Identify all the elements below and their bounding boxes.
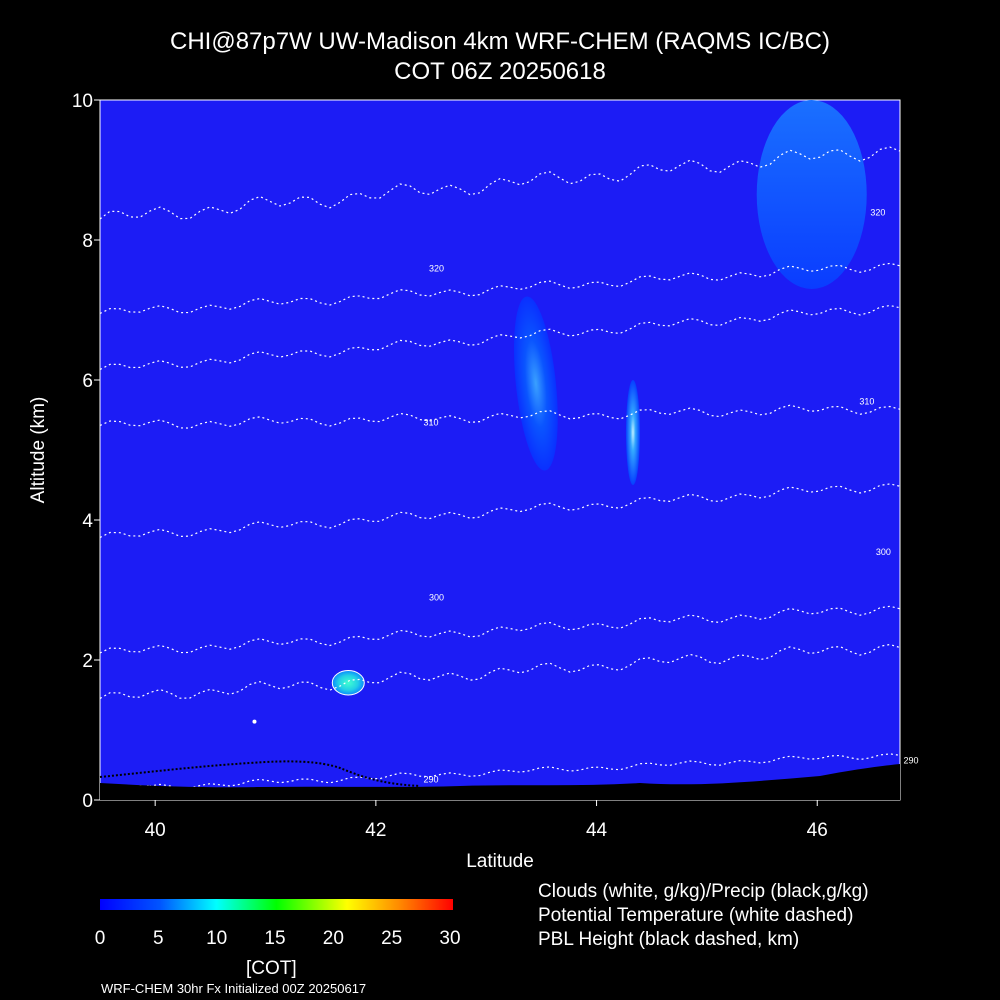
y-tick-label: 6	[82, 371, 93, 392]
contour-label: 310	[859, 397, 874, 407]
surface-terrain	[100, 764, 900, 800]
colorbar-tick-label: 0	[94, 928, 106, 949]
theta-contour	[99, 753, 901, 791]
colorbar-tick-label: 25	[381, 928, 403, 949]
contour-label: 320	[870, 208, 885, 218]
legend-pbl-height: PBL Height (black dashed, km)	[538, 929, 800, 950]
colorbar	[100, 899, 453, 910]
chart-title: CHI@87p7W UW-Madison 4km WRF-CHEM (RAQMS…	[170, 28, 830, 55]
contour-label: 300	[429, 593, 444, 603]
theta-contour	[99, 643, 901, 700]
y-tick-label: 0	[82, 791, 93, 812]
contour-label: 290	[904, 756, 919, 766]
theta-contour	[99, 404, 901, 429]
colorbar-tick-label: 30	[439, 928, 461, 949]
colorbar-label: [COT]	[246, 958, 297, 979]
colorbar-tick-label: 10	[206, 928, 228, 949]
y-tick-label: 8	[82, 231, 93, 252]
y-tick-label: 10	[72, 91, 93, 112]
cloud-feature	[513, 296, 558, 471]
footer-note: WRF-CHEM 30hr Fx Initialized 00Z 2025061…	[101, 981, 367, 996]
x-axis-ticks: 40 42 44 46	[145, 800, 828, 841]
contour-label: 310	[424, 418, 439, 428]
contour-label: 300	[876, 547, 891, 557]
cloud-field	[252, 100, 867, 724]
y-axis-ticks: 0 2 4 6 8 10	[72, 91, 100, 812]
legend-potential-temperature: Potential Temperature (white dashed)	[538, 905, 854, 926]
x-axis-label: Latitude	[466, 851, 534, 872]
colorbar-tick-label: 20	[322, 928, 344, 949]
cloud-feature	[331, 670, 365, 696]
pbl-height-line	[99, 760, 421, 787]
cloud-feature	[756, 100, 867, 289]
cloud-dot	[252, 719, 257, 724]
cloud-feature	[625, 380, 640, 485]
y-tick-label: 4	[82, 511, 93, 532]
contour-label: 320	[429, 264, 444, 274]
colorbar-tick-label: 15	[264, 928, 286, 949]
y-tick-label: 2	[82, 651, 93, 672]
x-tick-label: 42	[365, 820, 386, 841]
legend-clouds: Clouds (white, g/kg)/Precip (black,g/kg)	[538, 881, 869, 902]
x-tick-label: 44	[586, 820, 608, 841]
theta-contour	[99, 146, 901, 220]
x-tick-label: 40	[145, 820, 166, 841]
colorbar-tick-label: 5	[153, 928, 164, 949]
y-axis-label: Altitude (km)	[28, 397, 49, 504]
chart-subtitle: COT 06Z 20250618	[394, 58, 606, 85]
contour-label: 290	[424, 775, 439, 785]
x-tick-label: 46	[807, 820, 828, 841]
